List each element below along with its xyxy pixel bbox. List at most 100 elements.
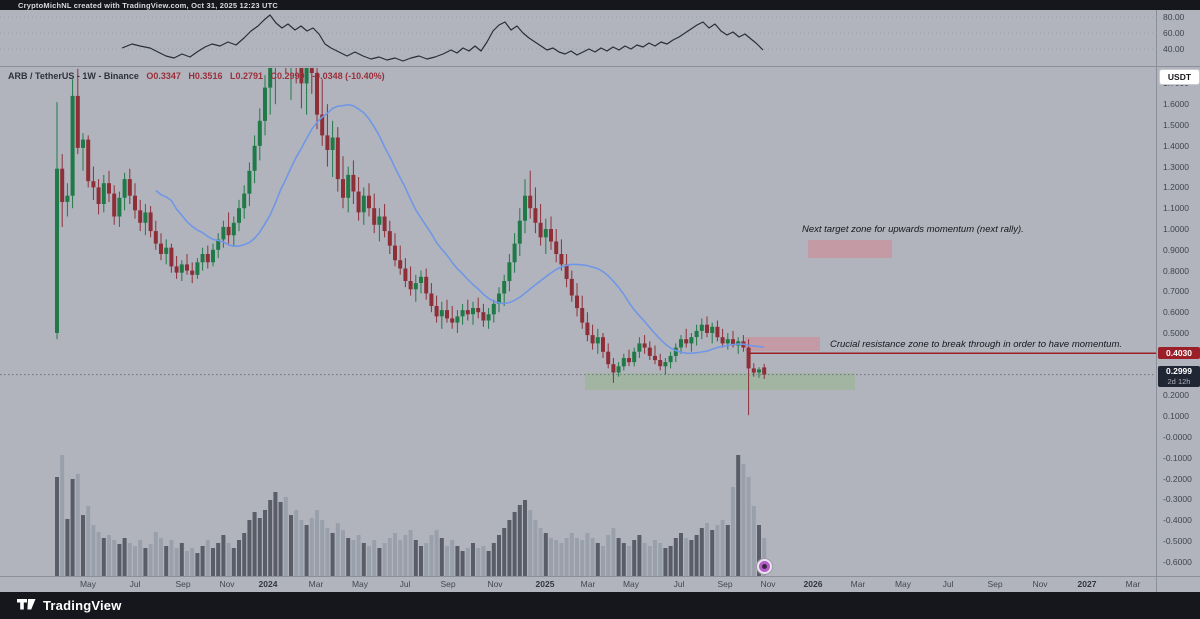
resistance-zone[interactable] bbox=[745, 337, 820, 351]
tradingview-brand-text[interactable]: TradingView bbox=[43, 598, 122, 613]
symbol-title[interactable]: ARB / TetherUS - 1W - Binance bbox=[8, 71, 139, 81]
volume-bar bbox=[731, 487, 735, 576]
currency-toggle-button[interactable]: USDT bbox=[1159, 69, 1200, 85]
price-tick-label: 1.1000 bbox=[1163, 203, 1189, 214]
volume-bar bbox=[377, 548, 382, 576]
time-month-label: Nov bbox=[487, 579, 503, 589]
volume-bar bbox=[159, 538, 163, 576]
candle-body bbox=[242, 193, 247, 209]
ma-line[interactable] bbox=[155, 103, 765, 355]
volume-bar bbox=[653, 540, 657, 576]
volume-bar bbox=[694, 535, 699, 576]
support-zone[interactable] bbox=[585, 373, 855, 390]
volume-bar bbox=[699, 528, 704, 576]
volume-bar bbox=[143, 548, 148, 576]
candle-body bbox=[637, 343, 642, 352]
volume-bar bbox=[450, 540, 455, 576]
volume-bar bbox=[304, 525, 309, 576]
volume-bar bbox=[528, 510, 533, 576]
candle-body bbox=[720, 337, 725, 344]
candle-body bbox=[497, 293, 501, 304]
candle-body bbox=[117, 197, 122, 217]
time-month-label: Jul bbox=[942, 579, 954, 589]
volume-bar bbox=[725, 525, 730, 576]
time-month-label: Mar bbox=[580, 579, 596, 589]
time-year-label: 2027 bbox=[1077, 579, 1097, 589]
volume-bar bbox=[289, 515, 293, 576]
candle-body bbox=[138, 210, 143, 223]
candle-body bbox=[330, 137, 335, 150]
volume-bar bbox=[606, 535, 611, 576]
candle-body bbox=[606, 351, 611, 365]
volume-bar bbox=[460, 551, 465, 576]
volume-bar bbox=[637, 535, 642, 576]
candle-body bbox=[746, 347, 751, 369]
candle-body bbox=[367, 195, 371, 209]
legend-low: L0.2791 bbox=[229, 71, 263, 81]
candle-body bbox=[315, 73, 319, 115]
price-tick-label: 0.7000 bbox=[1163, 286, 1189, 297]
volume-bar bbox=[616, 538, 621, 576]
candle-body bbox=[632, 351, 637, 363]
candle-body bbox=[174, 266, 179, 273]
resistance-annotation[interactable]: Crucial resistance zone to break through… bbox=[830, 339, 1123, 350]
target-zone[interactable] bbox=[808, 240, 892, 258]
volume-bar bbox=[101, 538, 106, 576]
candle-body bbox=[86, 139, 91, 182]
volume-bar bbox=[424, 543, 429, 576]
volume-bar bbox=[185, 551, 189, 576]
candle-body bbox=[689, 337, 694, 344]
tradingview-logo-icon[interactable] bbox=[17, 598, 36, 613]
candle-body bbox=[445, 310, 449, 319]
volume-bar bbox=[715, 525, 720, 576]
candle-body bbox=[642, 343, 647, 348]
candle-body bbox=[580, 308, 585, 323]
volume-bar bbox=[632, 540, 637, 576]
candle-body bbox=[512, 243, 517, 263]
volume-bar bbox=[169, 540, 174, 576]
candle-body bbox=[450, 318, 455, 323]
volume-bar bbox=[512, 512, 517, 576]
time-axis-separator bbox=[0, 576, 1200, 577]
volume-bar bbox=[122, 538, 127, 576]
target-zone-annotation[interactable]: Next target zone for upwards momentum (n… bbox=[802, 224, 1024, 235]
candle-body bbox=[65, 195, 70, 202]
volume-bar bbox=[741, 464, 746, 576]
candle-body bbox=[569, 278, 574, 296]
candle-body bbox=[403, 268, 408, 281]
time-month-label: Nov bbox=[760, 579, 776, 589]
candle-body bbox=[585, 322, 590, 336]
volume-bar bbox=[762, 538, 767, 576]
purple-sticker-marker[interactable] bbox=[757, 559, 772, 574]
price-tick-label: -0.4000 bbox=[1163, 515, 1192, 526]
volume-bar bbox=[231, 548, 236, 576]
candle-body bbox=[309, 68, 314, 73]
volume-bar bbox=[601, 546, 605, 576]
volume-bar bbox=[502, 528, 507, 576]
time-month-label: May bbox=[894, 579, 912, 589]
candle-body bbox=[564, 264, 569, 279]
pane-separator[interactable] bbox=[0, 66, 1200, 67]
volume-bar bbox=[486, 551, 491, 576]
volume-bar bbox=[736, 455, 741, 576]
time-month-label: Jul bbox=[129, 579, 141, 589]
candle-body bbox=[351, 174, 356, 192]
time-month-label: Nov bbox=[1032, 579, 1048, 589]
volume-bar bbox=[205, 540, 210, 576]
volume-bar bbox=[127, 543, 132, 576]
time-month-label: Nov bbox=[219, 579, 235, 589]
candle-body bbox=[205, 254, 210, 263]
indicator-pane[interactable] bbox=[0, 10, 1156, 66]
volume-bar bbox=[252, 512, 257, 576]
price-tick-label: 0.5000 bbox=[1163, 328, 1189, 338]
indicator-line[interactable] bbox=[121, 14, 764, 62]
volume-bar bbox=[315, 510, 319, 576]
volume-bar bbox=[247, 520, 252, 576]
price-tick-label: 0.9000 bbox=[1163, 244, 1189, 255]
candle-body bbox=[122, 179, 127, 198]
candle-body bbox=[517, 220, 522, 244]
time-axis[interactable]: May Jul Sep Nov 2024 Mar May Jul Sep Nov 2025 Mar Ma… bbox=[0, 577, 1156, 592]
candle-body bbox=[190, 270, 195, 275]
price-chart-pane[interactable] bbox=[0, 68, 1156, 576]
